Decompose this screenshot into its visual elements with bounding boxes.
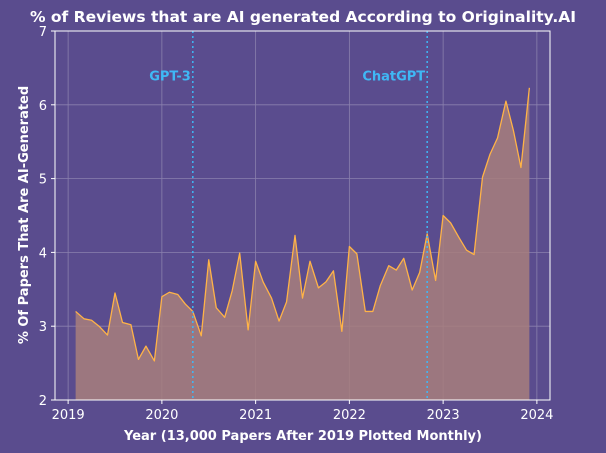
- y-tick-label: 3: [39, 320, 47, 335]
- event-lines: [192, 31, 428, 400]
- y-tick-label: 6: [39, 99, 47, 114]
- y-tick-label: 5: [39, 173, 47, 188]
- series-fill: [75, 87, 530, 401]
- annotation-label: GPT-3: [149, 69, 191, 84]
- axes: [51, 30, 551, 404]
- chart-title: % of Reviews that are AI generated Accor…: [30, 8, 576, 26]
- x-tick-label: 2024: [520, 408, 553, 423]
- annotation-label: ChatGPT: [362, 69, 425, 84]
- x-tick-label: 2019: [52, 408, 85, 423]
- y-tick-label: 7: [39, 25, 47, 40]
- series-area: [75, 87, 531, 401]
- x-tick-label: 2021: [239, 408, 272, 423]
- plot-frame: [54, 30, 551, 401]
- y-axis-label: % Of Papers That Are AI-Generated: [17, 86, 32, 344]
- x-tick-label: 2022: [333, 408, 366, 423]
- y-tick-label: 2: [39, 394, 47, 409]
- x-axis-label: Year (13,000 Papers After 2019 Plotted M…: [123, 429, 482, 444]
- x-tick-label: 2023: [427, 408, 460, 423]
- y-tick-label: 4: [39, 246, 47, 261]
- tick-labels: 2019 2020 2021 2022 2023 2024 2 3 4 5 6 7: [39, 25, 554, 423]
- x-tick-label: 2020: [145, 408, 178, 423]
- annotations: GPT-3 ChatGPT: [149, 69, 425, 84]
